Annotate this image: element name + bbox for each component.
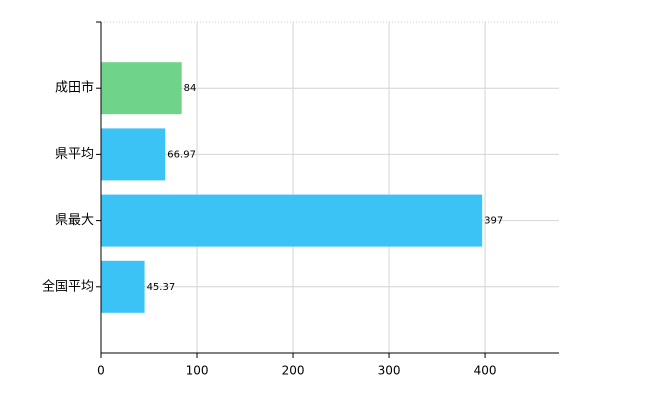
bar	[101, 194, 483, 247]
bar	[101, 260, 145, 313]
y-tick-label: 成田市	[55, 80, 94, 96]
value-label: 397	[484, 216, 503, 227]
x-tick-label: 200	[282, 364, 305, 378]
y-tick-label: 県平均	[55, 147, 94, 162]
value-label: 66.97	[167, 149, 196, 160]
bar	[101, 128, 166, 181]
x-tick-label: 0	[97, 364, 105, 378]
x-tick-label: 300	[378, 364, 401, 378]
y-tick-label: 県最大	[55, 213, 94, 228]
x-tick-label: 400	[474, 364, 497, 378]
value-label: 84	[184, 83, 197, 94]
value-label: 45.37	[147, 282, 176, 293]
x-tick-label: 100	[186, 364, 209, 378]
bar	[101, 62, 182, 115]
y-tick-label: 全国平均	[42, 278, 94, 294]
